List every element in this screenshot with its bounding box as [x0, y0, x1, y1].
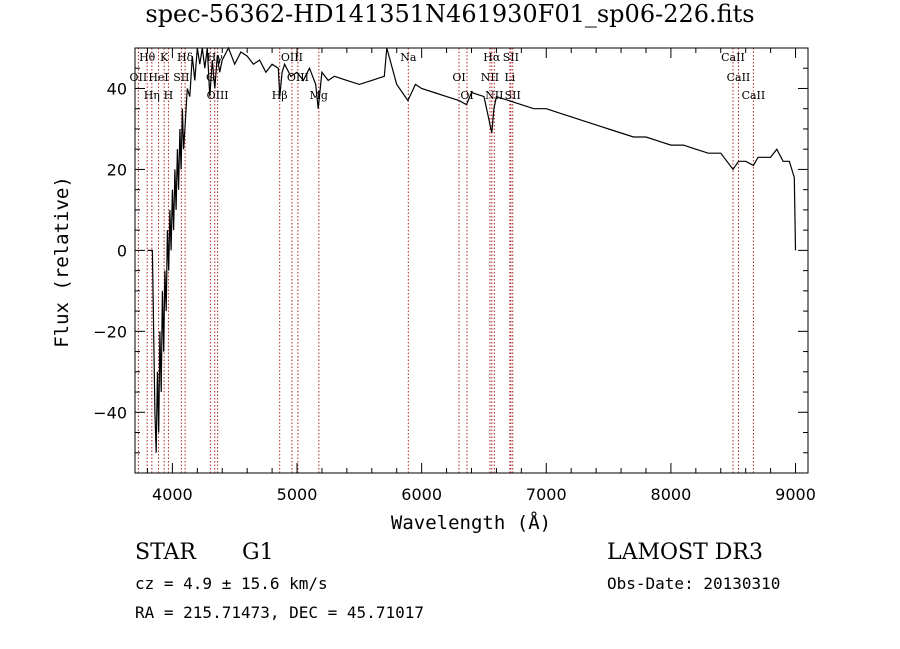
- object-class: STAR: [135, 540, 196, 565]
- spectral-line-label: Hδ: [177, 51, 194, 64]
- spectral-line-label: G: [206, 71, 215, 84]
- spectral-line-label: Mg: [310, 89, 328, 102]
- spectral-line-label: H: [164, 89, 174, 102]
- spectral-line-label: OIII: [281, 51, 303, 64]
- y-tick-label: 20: [107, 160, 127, 179]
- x-tick-label: 5000: [277, 485, 318, 504]
- spectral-line-label: CaII: [727, 71, 751, 84]
- spectral-line-label: Hα: [483, 51, 501, 64]
- y-axis-ticks: −40 −20 0 20 40: [93, 47, 808, 454]
- y-tick-label: 40: [107, 79, 127, 98]
- spectral-line-label: Hη: [144, 89, 160, 102]
- spectral-line-label: OI: [452, 71, 465, 84]
- survey-name: LAMOST DR3: [607, 540, 763, 565]
- y-tick-label: −20: [93, 322, 127, 341]
- x-tick-label: 8000: [651, 485, 692, 504]
- spectral-line-label: NII: [485, 89, 503, 102]
- x-tick-label: 4000: [152, 485, 193, 504]
- y-tick-label: −40: [93, 403, 127, 422]
- spectral-line-label: HeI: [148, 71, 168, 84]
- spectral-line-label: Hθ: [139, 51, 156, 64]
- spectral-line-label: CaII: [742, 89, 766, 102]
- redshift-cz: cz = 4.9 ± 15.6 km/s: [135, 574, 328, 593]
- ra-dec: RA = 215.71473, DEC = 45.71017: [135, 603, 424, 622]
- x-tick-label: 6000: [401, 485, 442, 504]
- spectral-line-label: CaII: [721, 51, 745, 64]
- object-subclass: G1: [242, 540, 274, 565]
- spectral-line-label: K: [160, 51, 169, 64]
- plot-frame: [134, 47, 809, 474]
- spectral-line-label: NII: [481, 71, 499, 84]
- x-tick-label: 7000: [526, 485, 567, 504]
- spectral-line-label: OII: [130, 71, 148, 84]
- spectrum-line: [147, 46, 797, 453]
- spectral-line-label: OIII: [207, 89, 229, 102]
- y-tick-label: 0: [117, 241, 127, 260]
- spectral-line-label: SII: [503, 51, 519, 64]
- spectral-line-label: Na: [400, 51, 417, 64]
- x-axis-ticks: 4000 5000 6000 7000 8000 9000: [146, 48, 816, 504]
- x-tick-label: 9000: [775, 485, 816, 504]
- spectral-line-label: Hγ: [207, 51, 224, 64]
- observation-date: Obs-Date: 20130310: [607, 574, 781, 593]
- spectral-line-markers: [137, 48, 754, 473]
- spectral-line-labels: HθOIIHηKHeIHHδSIIOIIIHγGHβOIIIOIIIMgNaOI…: [130, 51, 766, 102]
- x-axis-label: Wavelength (Å): [391, 511, 551, 534]
- chart-title: spec-56362-HD141351N461930F01_sp06-226.f…: [145, 0, 755, 28]
- spectral-line-label: SII: [505, 89, 521, 102]
- spectral-line-label: SII: [173, 71, 189, 84]
- y-axis-label: Flux (relative): [51, 176, 73, 348]
- spectral-line-label: OI: [460, 89, 473, 102]
- spectral-line-label: Li: [504, 71, 515, 84]
